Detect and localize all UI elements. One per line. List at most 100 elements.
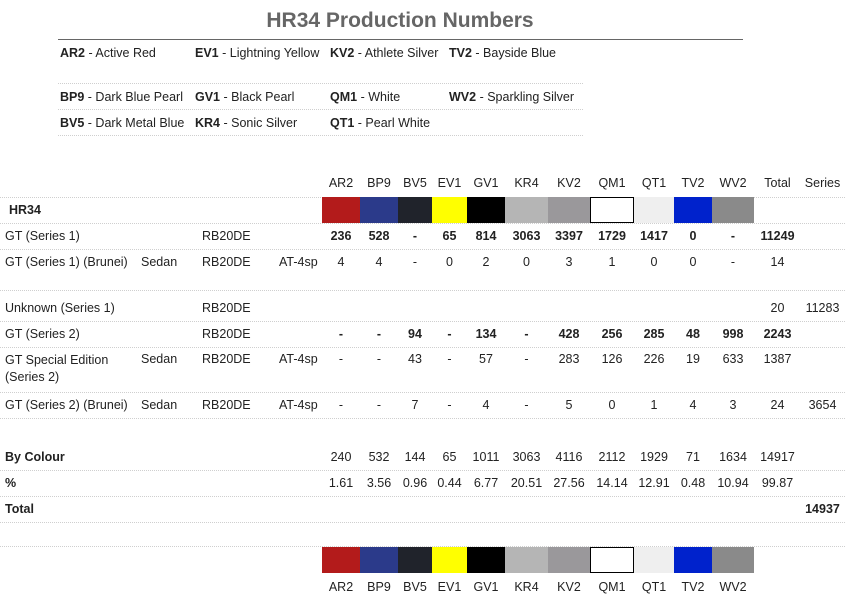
table-cell: 4 bbox=[482, 398, 490, 412]
table-cell: 3063 bbox=[512, 229, 541, 243]
column-header-series: Series bbox=[804, 176, 841, 190]
percent-label: % bbox=[5, 476, 17, 490]
column-header-kr4: KR4 bbox=[514, 176, 539, 190]
total-value: 14937 bbox=[805, 502, 840, 516]
footer-code-bp9: BP9 bbox=[367, 580, 391, 594]
column-header-gv1: GV1 bbox=[473, 176, 499, 190]
table-cell: 94 bbox=[408, 327, 422, 341]
legend-name: - Pearl White bbox=[354, 116, 431, 130]
legend-name: - Sonic Silver bbox=[220, 116, 298, 130]
row-model: GT (Series 2) bbox=[5, 327, 80, 341]
legend-item-bp9: BP9 - Dark Blue Pearl bbox=[60, 88, 190, 106]
legend-name: - White bbox=[357, 90, 401, 104]
table-cell: - bbox=[338, 352, 344, 366]
table-cell: 14917 bbox=[760, 450, 795, 464]
footer-code-ar2: AR2 bbox=[328, 580, 354, 594]
legend-name: - Sparkling Silver bbox=[476, 90, 575, 104]
colour-swatch-wv2 bbox=[712, 197, 754, 223]
colour-swatch-bv5 bbox=[398, 197, 432, 223]
section-label: HR34 bbox=[9, 203, 41, 217]
legend-name: - Lightning Yellow bbox=[218, 46, 320, 60]
legend-item-tv2: TV2 - Bayside Blue bbox=[449, 44, 589, 62]
footer-swatch-ev1 bbox=[432, 547, 467, 573]
row-divider bbox=[0, 290, 845, 291]
table-cell: 11283 bbox=[805, 301, 840, 315]
legend-item-gv1: GV1 - Black Pearl bbox=[195, 88, 325, 106]
column-header-bp9: BP9 bbox=[367, 176, 391, 190]
table-cell: 20 bbox=[770, 301, 785, 315]
footer-code-qm1: QM1 bbox=[598, 580, 626, 594]
table-cell: - bbox=[524, 352, 529, 366]
total-label: Total bbox=[5, 502, 34, 516]
legend-name: - Active Red bbox=[85, 46, 156, 60]
footer-code-bv5: BV5 bbox=[403, 580, 427, 594]
column-header-wv2: WV2 bbox=[719, 176, 747, 190]
table-cell: 134 bbox=[475, 327, 497, 341]
row-engine: RB20DE bbox=[202, 327, 251, 341]
footer-swatch-bp9 bbox=[360, 547, 398, 573]
row-model: GT (Series 1) (Brunei) bbox=[5, 255, 128, 269]
table-cell: 3397 bbox=[555, 229, 583, 243]
legend-name: - Black Pearl bbox=[220, 90, 295, 104]
legend-divider bbox=[58, 83, 583, 84]
legend-code: WV2 bbox=[449, 90, 477, 104]
colour-swatch-ar2 bbox=[322, 197, 360, 223]
row-divider bbox=[0, 392, 845, 393]
colour-swatch-kr4 bbox=[505, 197, 548, 223]
footer-swatch-gv1 bbox=[467, 547, 505, 573]
table-cell: - bbox=[524, 398, 529, 412]
row-engine: RB20DE bbox=[202, 301, 251, 315]
footer-swatch-qm1 bbox=[590, 547, 634, 573]
table-cell: 5 bbox=[565, 398, 573, 412]
colour-swatch-tv2 bbox=[674, 197, 712, 223]
table-cell: 65 bbox=[442, 229, 457, 243]
row-model: Unknown (Series 1) bbox=[5, 301, 115, 315]
table-cell: 0 bbox=[689, 229, 697, 243]
table-cell: 3 bbox=[729, 398, 737, 412]
row-engine: RB20DE bbox=[202, 398, 251, 412]
table-cell: 226 bbox=[643, 352, 665, 366]
table-cell: 65 bbox=[442, 450, 457, 464]
row-body: Sedan bbox=[141, 255, 178, 269]
row-engine: RB20DE bbox=[202, 255, 251, 269]
table-cell: - bbox=[376, 352, 382, 366]
row-body: Sedan bbox=[141, 352, 178, 366]
table-cell: 24 bbox=[770, 398, 785, 412]
table-cell: 256 bbox=[601, 327, 623, 341]
footer-swatch-tv2 bbox=[674, 547, 712, 573]
row-divider bbox=[0, 522, 845, 523]
table-cell: 532 bbox=[368, 450, 390, 464]
footer-code-gv1: GV1 bbox=[473, 580, 499, 594]
title-divider bbox=[58, 39, 743, 40]
column-header-total: Total bbox=[764, 176, 791, 190]
row-divider bbox=[0, 347, 845, 348]
table-cell: - bbox=[376, 398, 382, 412]
legend-code: EV1 bbox=[195, 46, 219, 60]
table-cell: 3 bbox=[565, 255, 573, 269]
colour-swatch-qt1 bbox=[634, 197, 674, 223]
table-cell: - bbox=[524, 327, 529, 341]
table-cell: - bbox=[338, 398, 344, 412]
footer-code-kv2: KV2 bbox=[557, 580, 581, 594]
table-cell: 6.77 bbox=[473, 476, 499, 490]
column-header-qm1: QM1 bbox=[598, 176, 626, 190]
table-cell: 0.48 bbox=[680, 476, 706, 490]
legend-name: - Bayside Blue bbox=[471, 46, 557, 60]
footer-swatch-kv2 bbox=[548, 547, 590, 573]
table-cell: 0 bbox=[650, 255, 658, 269]
legend-code: AR2 bbox=[60, 46, 86, 60]
row-divider bbox=[0, 321, 845, 322]
by-colour-label: By Colour bbox=[5, 450, 65, 464]
row-body: Sedan bbox=[141, 398, 178, 412]
table-cell: 12.91 bbox=[638, 476, 670, 490]
table-cell: 48 bbox=[686, 327, 700, 341]
table-cell: 144 bbox=[404, 450, 426, 464]
column-header-qt1: QT1 bbox=[641, 176, 667, 190]
row-divider bbox=[0, 470, 845, 471]
table-cell: 814 bbox=[475, 229, 497, 243]
row-transmission: AT-4sp bbox=[279, 352, 318, 366]
table-cell: 1 bbox=[608, 255, 616, 269]
table-cell: - bbox=[447, 398, 452, 412]
legend-code: TV2 bbox=[449, 46, 472, 60]
legend-code: GV1 bbox=[195, 90, 221, 104]
